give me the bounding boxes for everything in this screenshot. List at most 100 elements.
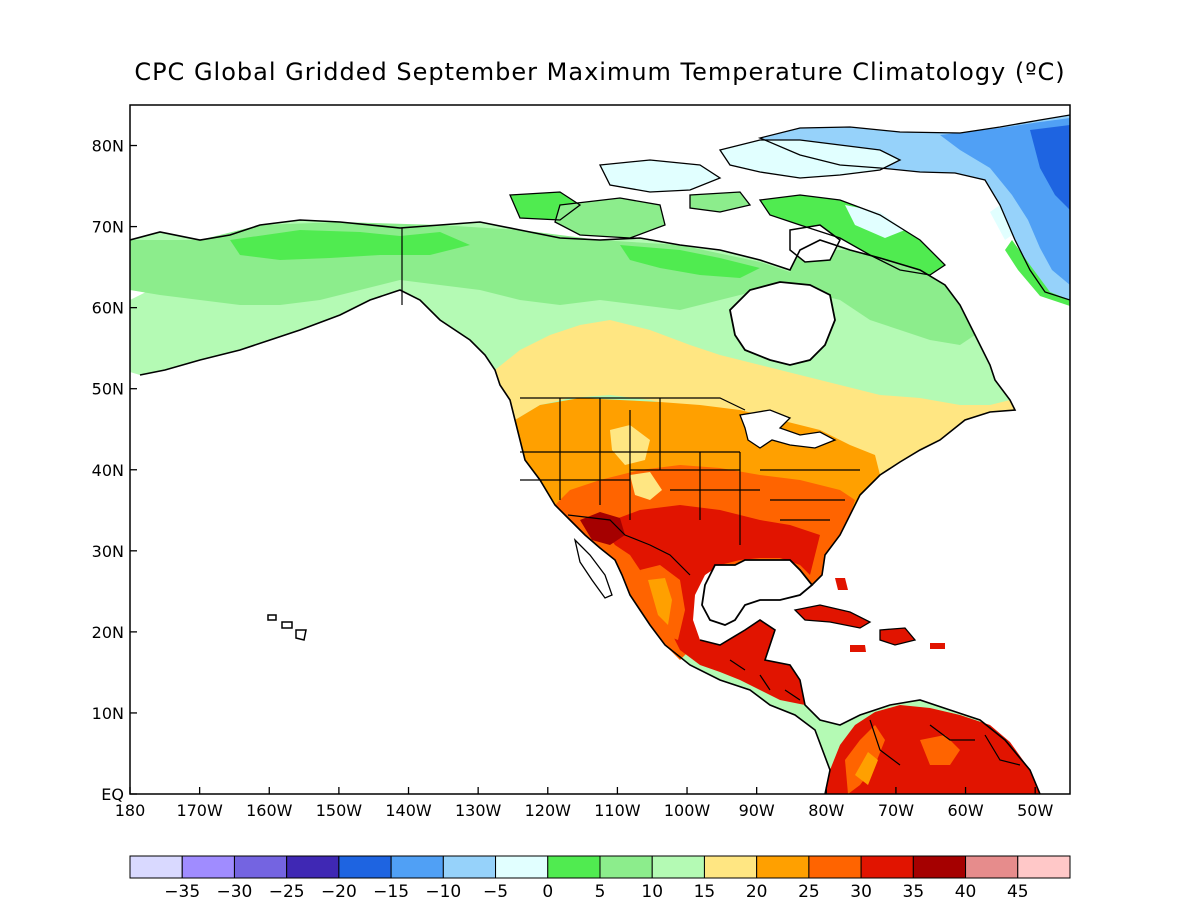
greenland-coast-band — [990, 205, 1012, 240]
x-tick-label: 100W — [664, 801, 711, 820]
baffin-ice-cap — [845, 205, 905, 238]
colorbar-label: −10 — [425, 882, 461, 900]
us-canada-border — [520, 397, 746, 411]
y-tick-label: EQ — [101, 785, 124, 804]
andes-mild — [855, 752, 878, 785]
baffin-island — [760, 195, 945, 275]
colorbar-swatch — [703, 855, 758, 879]
x-tick-label: 70W — [878, 801, 914, 820]
y-tick-label: 40N — [92, 461, 124, 480]
colorbar-label: 10 — [641, 882, 663, 900]
colorbar-label: 5 — [595, 882, 606, 900]
x-tick-label: 50W — [1017, 801, 1053, 820]
colorado-cool — [630, 472, 662, 500]
colorbar-swatch — [912, 855, 967, 879]
south-america-borders — [869, 719, 1021, 766]
greenland-coast-warm — [1005, 240, 1070, 306]
victoria-island — [555, 198, 665, 238]
colorbar-swatch — [233, 855, 288, 879]
greenland-ice-coldest — [1030, 125, 1070, 210]
colorbar-label: −25 — [269, 882, 305, 900]
colorbar-label: 45 — [1007, 882, 1029, 900]
x-axis: 180 170W 160W 150W 140W 130W 120W 110W 100W 90W 80… — [115, 787, 1053, 820]
nunavut-coast — [620, 245, 760, 278]
colorbar-swatch — [442, 855, 497, 879]
y-tick-label: 80N — [92, 137, 124, 156]
colorbar-swatch — [181, 855, 235, 879]
arctic-coast-warm — [230, 230, 470, 260]
y-tick-label: 60N — [92, 299, 124, 318]
x-tick-label: 90W — [739, 801, 775, 820]
x-tick-label: 170W — [176, 801, 223, 820]
y-axis: EQ 10N 20N 30N 40N 50N 60N 70N 80N — [92, 137, 137, 804]
colorbar-label: 0 — [542, 882, 553, 900]
x-tick-label: 160W — [246, 801, 293, 820]
great-lakes — [739, 409, 837, 449]
y-tick-label: 10N — [92, 704, 124, 723]
y-tick-label: 50N — [92, 380, 124, 399]
x-tick-label: 140W — [385, 801, 432, 820]
colorbar-label: 25 — [798, 882, 820, 900]
devon-island — [690, 192, 750, 212]
plot-frame — [129, 104, 1071, 795]
colorbar-swatch — [495, 855, 549, 879]
colorbar: −35 −30 −25 −20 −15 −10 −5 0 5 10 15 20 25 30 35 40 45 — [129, 855, 1071, 900]
cuba — [795, 605, 870, 628]
hawaii — [267, 614, 307, 641]
colorbar-swatch — [338, 855, 392, 879]
colorbar-label: −30 — [216, 882, 252, 900]
island-outlines — [509, 114, 1070, 646]
colorbar-label: −5 — [483, 882, 508, 900]
greenland-ice-cold — [940, 118, 1070, 285]
us-state-lines — [520, 398, 860, 545]
x-tick-label: 130W — [455, 801, 502, 820]
colorbar-label: 20 — [746, 882, 768, 900]
y-tick-label: 30N — [92, 542, 124, 561]
colorbar-swatch — [860, 855, 914, 879]
colorbar-swatch — [286, 855, 340, 879]
colorbar-swatch — [547, 855, 601, 879]
map-title: CPC Global Gridded September Maximum Tem… — [134, 58, 1066, 86]
guiana-highlands — [920, 735, 960, 765]
colorbar-swatch — [599, 855, 653, 879]
colorbar-label: 15 — [694, 882, 716, 900]
arctic-islands — [510, 140, 945, 275]
ellesmere-island — [720, 140, 900, 178]
colorbar-label: −15 — [373, 882, 409, 900]
caribbean-islands — [795, 578, 945, 652]
map-plot-area — [130, 114, 1070, 794]
x-tick-label: 60W — [947, 801, 983, 820]
puerto-rico — [930, 643, 945, 649]
bahamas — [835, 578, 848, 590]
mexico-plateau — [648, 578, 672, 625]
central-america-borders — [729, 659, 801, 701]
colorbar-swatch — [756, 855, 810, 879]
colorbar-label: −35 — [164, 882, 200, 900]
us-mexico-border — [567, 514, 691, 576]
coastline — [130, 219, 1041, 794]
hudson-bay — [729, 281, 836, 366]
red-band — [600, 505, 820, 705]
x-tick-label: 80W — [808, 801, 844, 820]
gulf-of-mexico — [701, 559, 814, 626]
x-tick-label: 150W — [316, 801, 363, 820]
y-tick-label: 20N — [92, 623, 124, 642]
hispaniola — [880, 628, 915, 645]
colorbar-label: 40 — [955, 882, 977, 900]
colorbar-label: 30 — [850, 882, 872, 900]
political-borders — [401, 228, 1021, 766]
desert-hotspot — [580, 512, 625, 545]
colorbar-label: −20 — [321, 882, 357, 900]
x-tick-label: 120W — [525, 801, 572, 820]
colorbar-swatch — [808, 855, 862, 879]
x-tick-label: 180 — [115, 801, 146, 820]
colorbar-swatch — [1017, 855, 1071, 879]
south-america-land — [825, 705, 1040, 794]
queen-elizabeth-islands — [600, 160, 720, 192]
colorbar-swatch — [965, 855, 1019, 879]
colorbar-swatch — [390, 855, 444, 879]
gulf-of-california — [573, 537, 613, 599]
colorbar-swatch — [651, 855, 705, 879]
colorbar-swatch — [129, 855, 183, 879]
